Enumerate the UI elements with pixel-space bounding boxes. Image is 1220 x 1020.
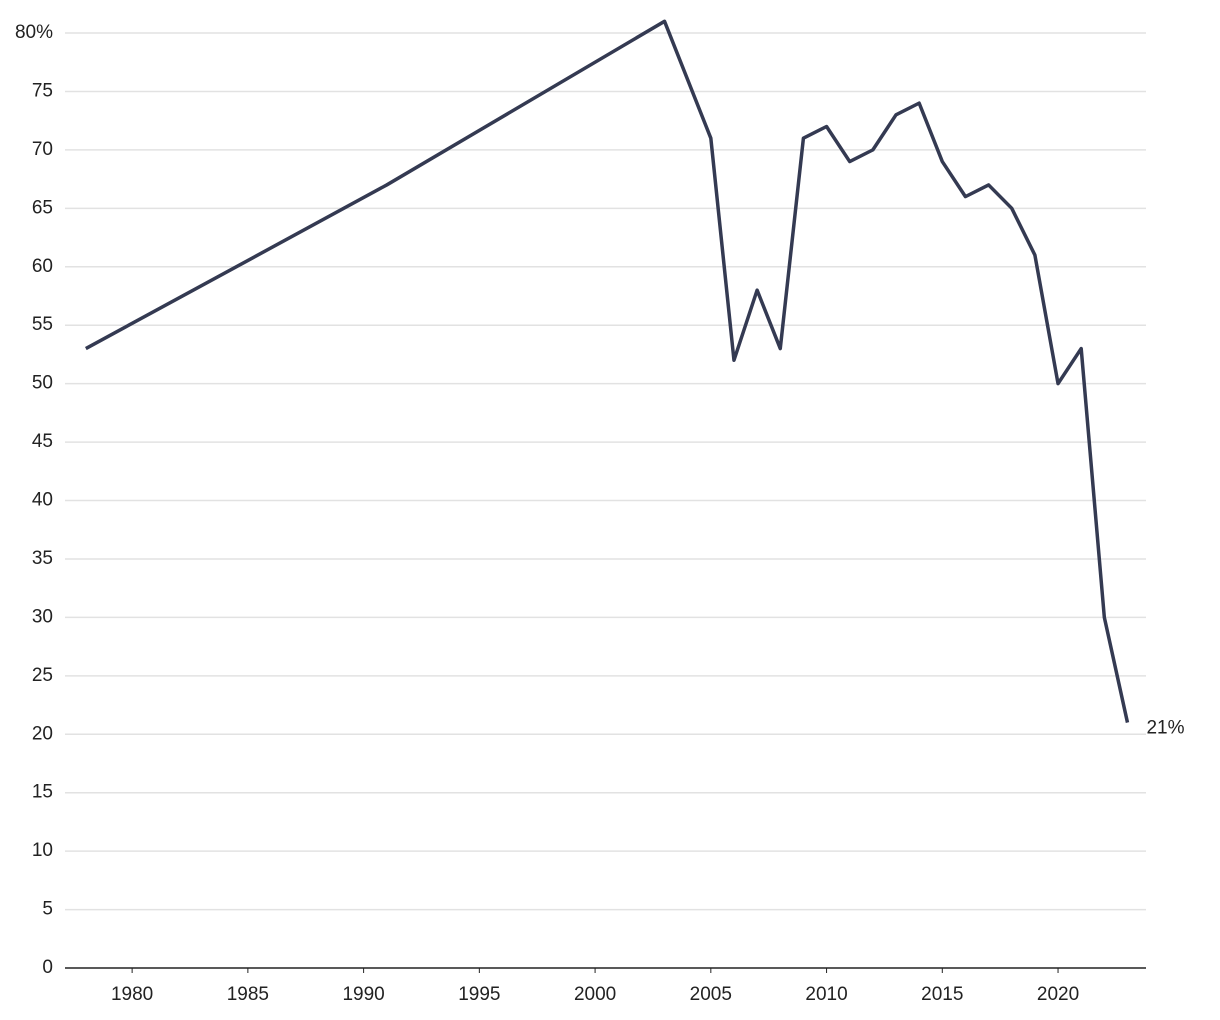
value-label: 21% <box>1146 718 1184 739</box>
y-tick-label: 50 <box>32 373 53 394</box>
x-tick-label: 2020 <box>1037 984 1079 1005</box>
y-tick-label: 70 <box>32 139 53 160</box>
y-tick-label: 5 <box>42 899 53 920</box>
y-tick-label: 80% <box>15 22 53 43</box>
y-tick-label: 15 <box>32 782 53 803</box>
y-tick-label: 65 <box>32 197 53 218</box>
y-tick-label: 0 <box>42 957 53 978</box>
y-tick-label: 10 <box>32 840 53 861</box>
x-tick-label: 2015 <box>921 984 963 1005</box>
x-tick-label: 1985 <box>227 984 269 1005</box>
y-tick-label: 40 <box>32 490 53 511</box>
x-tick-label: 2005 <box>690 984 732 1005</box>
y-tick-label: 35 <box>32 548 53 569</box>
y-tick-label: 60 <box>32 256 53 277</box>
y-tick-label: 55 <box>32 314 53 335</box>
y-tick-label: 45 <box>32 431 53 452</box>
x-tick-label: 1980 <box>111 984 153 1005</box>
line <box>84 19 1130 723</box>
x-tick-label: 2010 <box>805 984 847 1005</box>
x-tick-label: 2000 <box>574 984 616 1005</box>
y-tick-label: 25 <box>32 665 53 686</box>
y-tick-label: 30 <box>32 606 53 627</box>
y-tick-label: 75 <box>32 80 53 101</box>
x-tick-label: 1995 <box>458 984 500 1005</box>
x-tick-label: 1990 <box>342 984 384 1005</box>
y-tick-label: 20 <box>32 723 53 744</box>
